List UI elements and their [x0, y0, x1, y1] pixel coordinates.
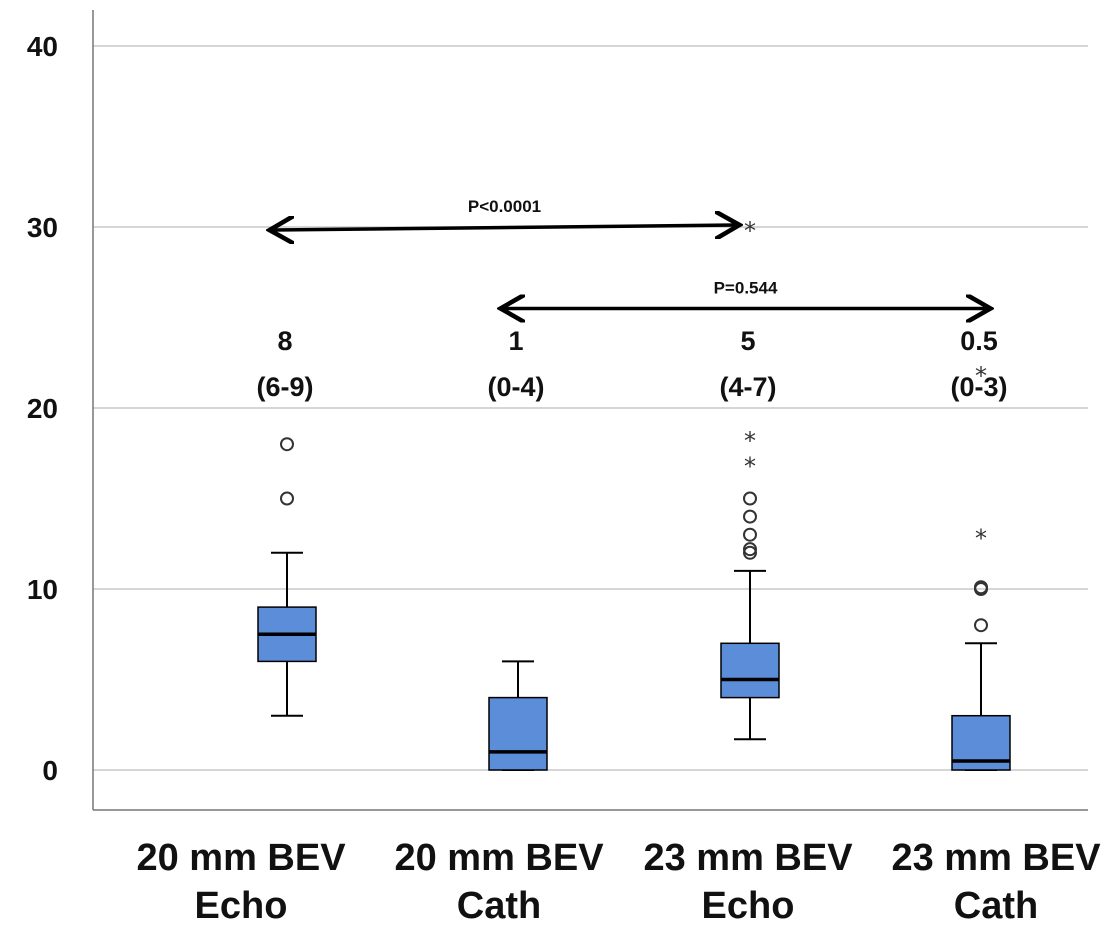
box-group: [257, 437, 317, 717]
category-label-line1: 20 mm BEV: [136, 837, 346, 879]
annotation-value: 8: [277, 326, 292, 356]
category-label-line1: 23 mm BEV: [643, 837, 853, 879]
comparison: P=0.544: [504, 278, 987, 308]
category-label-line1: 20 mm BEV: [394, 837, 604, 879]
extreme-point: *: [975, 362, 987, 390]
y-tick-label: 20: [27, 393, 58, 424]
box-iqr: [720, 642, 780, 699]
outlier-point: [743, 527, 757, 542]
outlier-point: [743, 509, 757, 524]
annotation-value: 0.5: [960, 326, 998, 356]
box-group: ***: [720, 217, 780, 741]
y-tick-label: 0: [42, 755, 58, 786]
p-value-label: P=0.544: [714, 278, 778, 297]
extreme-point: *: [744, 427, 756, 455]
y-tick-label: 40: [27, 31, 58, 62]
y-tick-label: 30: [27, 212, 58, 243]
outlier-point: [974, 618, 988, 633]
extreme-point: *: [744, 217, 756, 245]
gridlines: [93, 45, 1088, 771]
box-iqr: [488, 696, 548, 771]
extreme-point: *: [744, 452, 756, 480]
p-value-label: P<0.0001: [468, 197, 541, 216]
category-label-line2: Cath: [954, 885, 1038, 927]
axis-labels: 0 10 20 30 40 20 mm BEV Echo 20 mm BEV Cath 23 mm…: [27, 31, 1101, 927]
annotation-value: 5: [740, 326, 755, 356]
box-group: [488, 660, 548, 771]
annotation-range: (0-4): [487, 372, 544, 402]
comparison: P<0.0001: [273, 197, 736, 230]
extreme-point: *: [975, 525, 987, 553]
outlier-point: [280, 437, 294, 452]
category-label-line1: 23 mm BEV: [891, 837, 1101, 879]
median-annotations: 8 (6-9) 1 (0-4) 5 (4-7) 0.5 (0-3): [256, 326, 1007, 402]
annotation-value: 1: [508, 326, 523, 356]
comparison-arrows: P<0.0001 P=0.544: [273, 197, 987, 308]
y-tick-label: 10: [27, 574, 58, 605]
axes: [92, 10, 1088, 811]
category-label-line2: Echo: [195, 885, 288, 927]
comparison-arrow: [273, 225, 736, 230]
annotation-range: (4-7): [719, 372, 776, 402]
box-group: **: [951, 362, 1011, 771]
annotation-range: (0-3): [950, 372, 1007, 402]
outlier-point: [743, 491, 757, 506]
category-label-line2: Echo: [702, 885, 795, 927]
outlier-point: [280, 491, 294, 506]
annotation-range: (6-9): [256, 372, 313, 402]
outlier-point: [974, 580, 988, 595]
outlier-point: [743, 542, 757, 557]
outlier-point: [743, 545, 757, 560]
category-label-line2: Cath: [457, 885, 541, 927]
boxes: *****: [257, 217, 1011, 771]
